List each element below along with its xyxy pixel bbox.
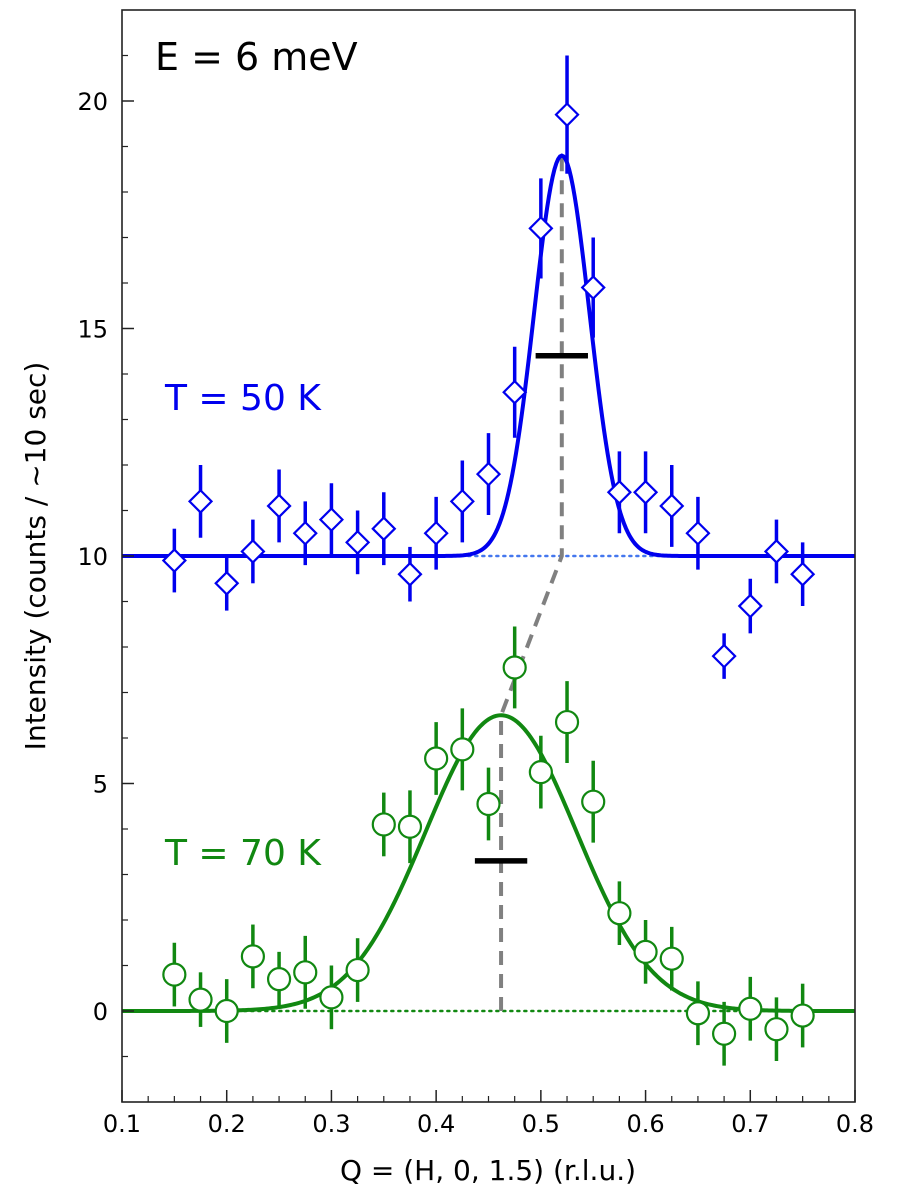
data-point-t70 — [790, 1003, 815, 1028]
x-tick-label: 0.2 — [208, 1110, 246, 1138]
y-tick-label: 5 — [93, 771, 108, 799]
data-point-t70 — [214, 998, 239, 1024]
plot-data-layer — [122, 55, 855, 1066]
data-point-t70 — [450, 737, 475, 762]
data-point-t50 — [345, 529, 371, 555]
data-point-t50 — [240, 538, 266, 565]
data-point-t70 — [581, 789, 606, 814]
data-point-t50 — [502, 379, 528, 405]
data-point-t50 — [580, 274, 606, 301]
x-tick-label: 0.3 — [312, 1110, 350, 1138]
data-point-t70 — [397, 814, 423, 839]
data-point-t50 — [397, 561, 423, 587]
data-point-t50 — [292, 520, 318, 546]
data-point-t50 — [659, 493, 685, 519]
data-point-t70 — [293, 960, 318, 985]
data-point-t70 — [371, 812, 396, 837]
data-point-t50 — [790, 561, 816, 587]
data-point-t50 — [161, 547, 187, 574]
data-point-t70 — [188, 987, 213, 1012]
y-axis-label: Intensity (counts / ~10 sec) — [19, 362, 52, 751]
data-point-t70 — [424, 746, 449, 771]
data-point-t50 — [423, 520, 449, 546]
axes: 0.1 0.2 0.3 0.4 0.5 0.6 0.7 0.8 0 5 10 15 20 — [77, 54, 874, 1138]
data-point-t70 — [659, 946, 684, 971]
x-tick-label: 0.5 — [522, 1110, 560, 1138]
y-tick-label: 10 — [77, 543, 108, 571]
data-point-t50 — [318, 507, 344, 533]
data-point-t50 — [554, 102, 580, 128]
data-point-t70 — [633, 939, 658, 964]
data-point-t70 — [476, 791, 501, 817]
data-point-t70 — [554, 709, 580, 735]
x-tick-label: 0.6 — [626, 1110, 664, 1138]
data-point-t50 — [763, 538, 790, 565]
data-point-t70 — [607, 901, 632, 926]
data-point-t70 — [685, 1001, 711, 1026]
x-tick-label: 0.1 — [103, 1110, 141, 1138]
data-point-t50 — [711, 643, 737, 669]
data-point-t70 — [738, 996, 763, 1021]
data-point-t70 — [502, 655, 527, 680]
y-tick-label: 0 — [93, 998, 108, 1026]
plot-frame — [121, 9, 856, 1103]
series-label-t70: T = 70 K — [164, 833, 322, 874]
series-label-t50: T = 50 K — [164, 378, 322, 419]
data-point-t50 — [737, 593, 763, 619]
data-point-t50 — [606, 479, 632, 505]
data-point-t70 — [764, 1017, 789, 1042]
y-tick-label: 15 — [77, 316, 108, 344]
x-axis-label: Q = (H, 0, 1.5) (r.l.u.) — [340, 1154, 636, 1187]
data-point-t50 — [266, 493, 292, 519]
data-point-t50 — [633, 479, 659, 505]
fit-curve-t50 — [122, 153, 855, 558]
data-point-t70 — [162, 962, 187, 987]
data-point-t50 — [475, 461, 502, 487]
data-point-t50 — [187, 488, 214, 514]
data-point-t50 — [214, 570, 240, 596]
x-tick-label: 0.4 — [417, 1110, 455, 1138]
data-point-t70 — [266, 967, 292, 992]
data-point-t50 — [371, 516, 397, 542]
data-point-t70 — [528, 760, 553, 785]
data-point-t70 — [345, 957, 370, 983]
fit-curve-t70 — [122, 713, 855, 1013]
energy-annotation: E = 6 meV — [155, 35, 358, 79]
data-point-t70 — [712, 1021, 737, 1046]
data-point-t70 — [240, 944, 265, 969]
data-point-t50 — [685, 520, 711, 546]
x-tick-label: 0.7 — [731, 1110, 769, 1138]
y-tick-label: 20 — [77, 88, 108, 116]
data-point-t50 — [528, 215, 554, 241]
data-point-t50 — [449, 488, 475, 514]
x-tick-label: 0.8 — [836, 1110, 874, 1138]
data-point-t70 — [319, 985, 344, 1010]
